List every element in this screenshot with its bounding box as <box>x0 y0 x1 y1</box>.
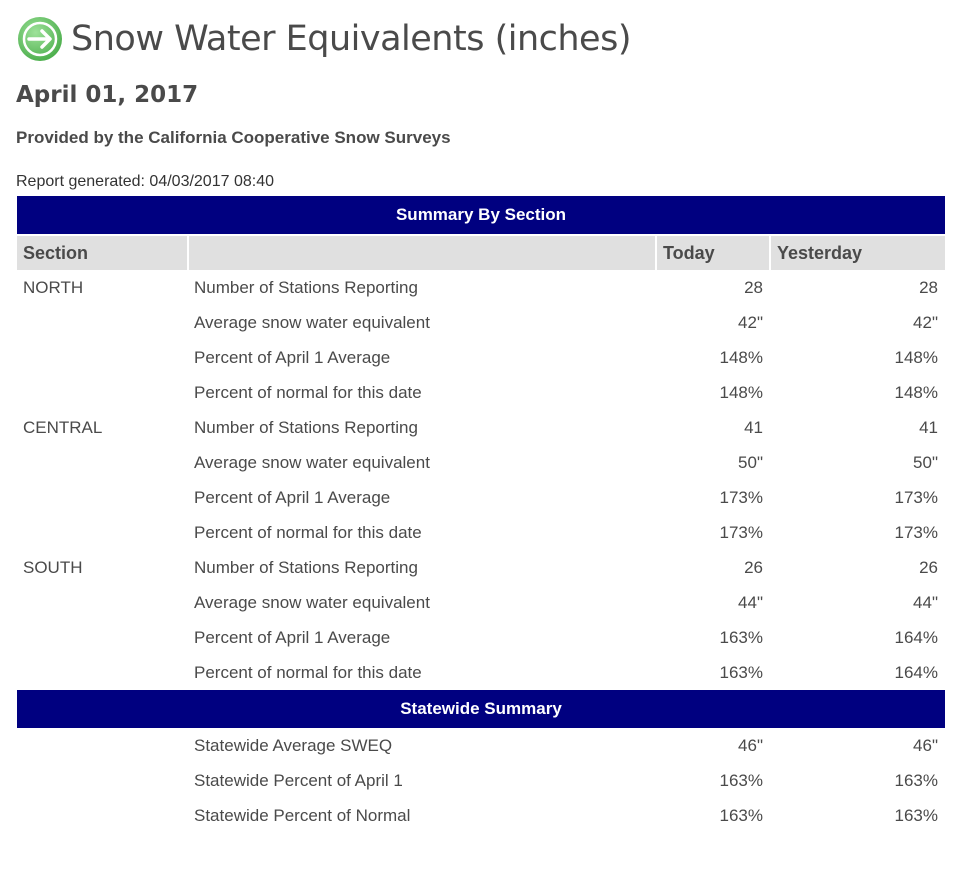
row-label: Statewide Average SWEQ <box>194 735 393 755</box>
col-label <box>187 234 656 270</box>
today-value: 163% <box>719 627 763 647</box>
row-label: Average snow water equivalent <box>194 312 430 332</box>
row-label: Percent of April 1 Average <box>194 627 391 647</box>
yesterday-value: 163% <box>894 805 938 825</box>
col-today: Today <box>655 234 770 270</box>
table-row: CENTRAL Number of Stations Reporting 41 … <box>17 410 945 445</box>
column-header-row: Section Today Yesterday <box>17 234 945 270</box>
table-row: Statewide Percent of Normal 163% 163% <box>17 798 945 833</box>
table-row: NORTH Number of Stations Reporting 28 28 <box>17 270 945 305</box>
page-title: Snow Water Equivalents (inches) <box>71 19 631 59</box>
yesterday-value: 41 <box>919 417 938 437</box>
row-label: Average snow water equivalent <box>194 592 430 612</box>
today-value: 42" <box>738 312 763 332</box>
table-row: SOUTH Number of Stations Reporting 26 26 <box>17 550 945 585</box>
yesterday-value: 163% <box>894 770 938 790</box>
provider-line: Provided by the California Cooperative S… <box>16 128 451 147</box>
today-value: 173% <box>719 487 763 507</box>
yesterday-value: 148% <box>894 347 938 367</box>
row-label: Percent of normal for this date <box>194 382 422 402</box>
yesterday-value: 148% <box>894 382 938 402</box>
today-value: 44" <box>738 592 763 612</box>
table-row: Statewide Average SWEQ 46" 46" <box>17 728 945 763</box>
today-value: 148% <box>719 347 763 367</box>
row-label: Percent of April 1 Average <box>194 347 391 367</box>
table-row: Percent of April 1 Average 148% 148% <box>17 340 945 375</box>
row-label: Percent of normal for this date <box>194 522 422 542</box>
arrow-right-circle-icon <box>18 17 62 61</box>
today-value: 173% <box>719 522 763 542</box>
table-row: Average snow water equivalent 44" 44" <box>17 585 945 620</box>
table-row: Statewide Percent of April 1 163% 163% <box>17 763 945 798</box>
yesterday-value: 42" <box>913 312 938 332</box>
statewide-band: Statewide Summary <box>17 690 945 728</box>
yesterday-value: 28 <box>919 277 938 297</box>
today-value: 148% <box>719 382 763 402</box>
section-name: NORTH <box>23 277 84 297</box>
snow-summary-table: Summary By Section Section Today Yesterd… <box>17 196 945 833</box>
summary-title: Summary By Section <box>17 196 945 235</box>
row-label: Average snow water equivalent <box>194 452 430 472</box>
table-row: Percent of normal for this date 173% 173… <box>17 515 945 550</box>
yesterday-value: 164% <box>894 662 938 682</box>
row-label: Percent of April 1 Average <box>194 487 391 507</box>
table-row: Percent of April 1 Average 163% 164% <box>17 620 945 655</box>
table-row: Average snow water equivalent 42" 42" <box>17 305 945 340</box>
table-row: Percent of April 1 Average 173% 173% <box>17 480 945 515</box>
yesterday-value: 173% <box>894 487 938 507</box>
yesterday-value: 164% <box>894 627 938 647</box>
today-value: 41 <box>744 417 763 437</box>
statewide-title: Statewide Summary <box>17 690 945 728</box>
today-value: 163% <box>719 770 763 790</box>
summary-band: Summary By Section <box>17 196 945 235</box>
report-date: April 01, 2017 <box>16 82 199 108</box>
table-row: Percent of normal for this date 163% 164… <box>17 655 945 690</box>
col-section: Section <box>17 234 188 270</box>
row-label: Number of Stations Reporting <box>194 417 418 437</box>
table-row: Average snow water equivalent 50" 50" <box>17 445 945 480</box>
report-generated: Report generated: 04/03/2017 08:40 <box>16 173 274 190</box>
table-row: Percent of normal for this date 148% 148… <box>17 375 945 410</box>
yesterday-value: 44" <box>913 592 938 612</box>
row-label: Number of Stations Reporting <box>194 557 418 577</box>
today-value: 163% <box>719 662 763 682</box>
section-name: CENTRAL <box>23 417 103 437</box>
row-label: Statewide Percent of Normal <box>194 805 411 825</box>
row-label: Percent of normal for this date <box>194 662 422 682</box>
row-label: Number of Stations Reporting <box>194 277 418 297</box>
yesterday-value: 173% <box>894 522 938 542</box>
yesterday-value: 26 <box>919 557 938 577</box>
row-label: Statewide Percent of April 1 <box>194 770 403 790</box>
today-value: 50" <box>738 452 763 472</box>
col-yesterday: Yesterday <box>769 234 945 270</box>
page-header: Snow Water Equivalents (inches) <box>17 14 631 64</box>
yesterday-value: 46" <box>913 735 938 755</box>
today-value: 163% <box>719 805 763 825</box>
yesterday-value: 50" <box>913 452 938 472</box>
today-value: 28 <box>744 277 763 297</box>
today-value: 46" <box>738 735 763 755</box>
section-name: SOUTH <box>23 557 83 577</box>
today-value: 26 <box>744 557 763 577</box>
